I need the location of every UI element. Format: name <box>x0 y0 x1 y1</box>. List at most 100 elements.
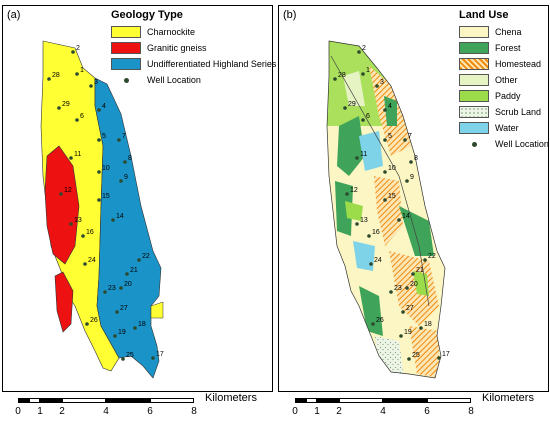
well-marker <box>125 272 129 276</box>
scale-tick: 8 <box>191 406 197 417</box>
legend-item-scrub-land: Scrub Land <box>459 104 549 120</box>
legend-label: Scrub Land <box>495 107 542 117</box>
well-marker <box>81 234 85 238</box>
well-marker <box>71 50 75 54</box>
well-label: 9 <box>410 174 414 181</box>
chena-swatch <box>459 26 489 38</box>
well-label: 26 <box>376 317 384 324</box>
well-marker <box>69 222 73 226</box>
scale-tick: 8 <box>468 406 474 417</box>
legend-label: Well Location <box>495 139 549 149</box>
well-marker <box>361 118 365 122</box>
well-marker <box>333 77 337 81</box>
well-marker <box>361 72 365 76</box>
well-location-icon <box>472 141 477 147</box>
well-marker <box>383 138 387 142</box>
scale-tick: 2 <box>336 406 342 417</box>
well-label: 29 <box>62 101 70 108</box>
panel-label: (b) <box>283 9 297 21</box>
well-label: 25 <box>126 352 134 359</box>
well-label: 15 <box>388 193 396 200</box>
charnockite-swatch <box>111 26 141 38</box>
well-marker <box>407 357 411 361</box>
well-marker <box>397 218 401 222</box>
well-marker <box>371 322 375 326</box>
scale-segment <box>306 398 317 403</box>
legend-label: Other <box>495 75 518 85</box>
scale-segment <box>106 398 150 403</box>
well-marker <box>437 356 441 360</box>
charnockite-inlet <box>150 301 164 319</box>
scale-tick: 2 <box>59 406 65 417</box>
well-marker <box>75 118 79 122</box>
well-marker <box>97 138 101 142</box>
scale-bar: 0 1 2 4 6 8 Kilometers <box>15 392 257 426</box>
well-marker <box>133 326 137 330</box>
well-label: 26 <box>90 317 98 324</box>
legend-title: Geology Type <box>111 9 183 21</box>
legend-label: Water <box>495 123 519 133</box>
legend-item-chena: Chena <box>459 24 549 40</box>
legend-item-forest: Forest <box>459 40 549 56</box>
well-label: 20 <box>124 281 132 288</box>
well-marker <box>405 286 409 290</box>
well-label: 5 <box>388 133 392 140</box>
well-marker <box>103 290 107 294</box>
well-label: 23 <box>108 285 116 292</box>
legend-label: Paddy <box>495 91 521 101</box>
scale-tick: 1 <box>37 406 43 417</box>
legend-item-well-location: Well Location <box>111 72 276 88</box>
well-marker <box>375 84 379 88</box>
scale-segment <box>295 398 306 403</box>
scale-tick: 6 <box>147 406 153 417</box>
legend-label: Chena <box>495 27 522 37</box>
scale-segment <box>383 398 427 403</box>
well-label: 8 <box>414 155 418 162</box>
well-label: 16 <box>86 229 94 236</box>
scale-tick: 1 <box>314 406 320 417</box>
legend-label: Granitic gneiss <box>147 43 207 53</box>
legend-item-charnockite: Charnockite <box>111 24 276 40</box>
well-marker <box>137 258 141 262</box>
scale-tick: 0 <box>292 406 298 417</box>
legend-item-water: Water <box>459 120 549 136</box>
well-label: 16 <box>372 229 380 236</box>
scale-tick: 6 <box>424 406 430 417</box>
scale-bar: 0 1 2 4 6 8 Kilometers <box>292 392 534 426</box>
well-label: 8 <box>128 155 132 162</box>
scale-segment <box>40 398 62 403</box>
well-marker <box>119 286 123 290</box>
well-label: 28 <box>52 72 60 79</box>
well-marker <box>383 170 387 174</box>
well-marker <box>115 310 119 314</box>
well-marker <box>355 222 359 226</box>
well-label: 24 <box>374 257 382 264</box>
scale-tick: 4 <box>380 406 386 417</box>
well-label: 20 <box>410 281 418 288</box>
well-label: 12 <box>350 187 358 194</box>
scale-tick: 0 <box>15 406 21 417</box>
well-marker <box>369 262 373 266</box>
well-label: 1 <box>366 67 370 74</box>
well-location-icon <box>124 77 129 83</box>
well-marker <box>117 138 121 142</box>
land-use-map-panel: 1 2 3 4 5 6 7 8 9 10 11 12 13 14 15 16 17 18 19 20 21 22 23 24 2… <box>278 5 549 392</box>
well-marker <box>119 179 123 183</box>
homestead-swatch <box>459 58 489 70</box>
well-label: 12 <box>64 187 72 194</box>
well-label: 23 <box>394 285 402 292</box>
well-label: 13 <box>360 217 368 224</box>
well-label: 2 <box>362 45 366 52</box>
well-label: 7 <box>408 133 412 140</box>
legend-item-well-location: Well Location <box>459 136 549 152</box>
well-label: 4 <box>388 103 392 110</box>
well-label: 29 <box>348 101 356 108</box>
legend-label: Homestead <box>495 59 542 69</box>
well-marker <box>423 258 427 262</box>
well-label: 10 <box>388 165 396 172</box>
land-use-legend: Land Use Chena Forest Homestead Other Pa… <box>459 9 549 152</box>
well-label: 17 <box>442 351 450 358</box>
granitic-gneiss-swatch <box>111 42 141 54</box>
legend-label: Forest <box>495 43 521 53</box>
land-use-map: 1234567891011121314151617181920212223242… <box>326 40 450 379</box>
